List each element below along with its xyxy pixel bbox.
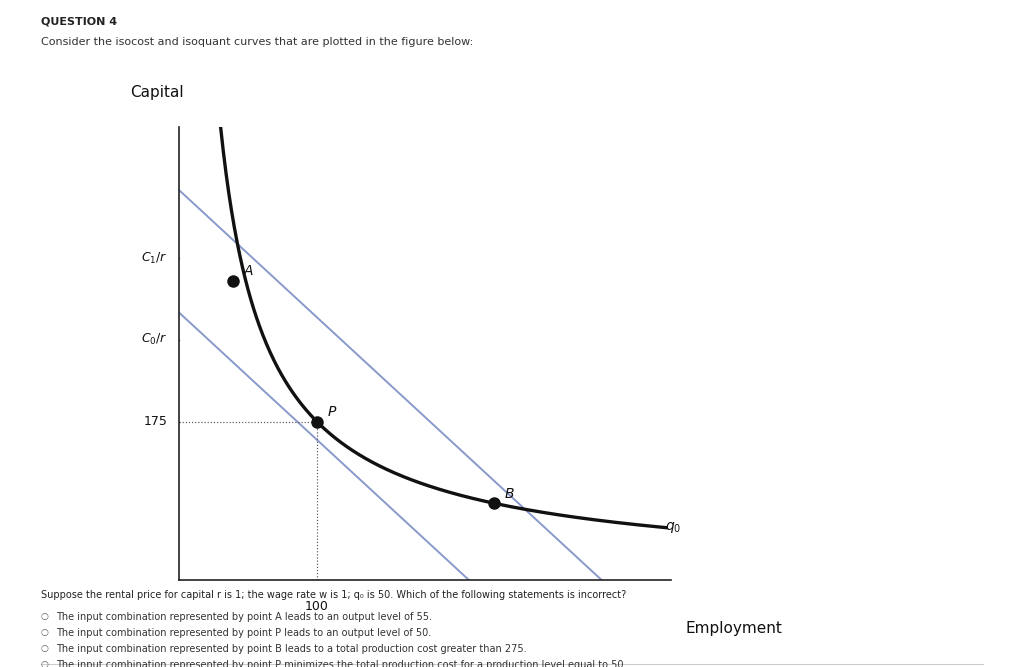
Text: $C_0/r$: $C_0/r$ xyxy=(140,332,167,348)
Text: Capital: Capital xyxy=(130,85,183,99)
Text: Employment: Employment xyxy=(685,621,782,636)
Text: Suppose the rental price for capital r is 1; the wage rate w is 1; q₀ is 50. Whi: Suppose the rental price for capital r i… xyxy=(41,590,627,600)
Text: ○: ○ xyxy=(41,612,49,621)
Text: 100: 100 xyxy=(305,600,329,613)
Text: The input combination represented by point P leads to an output level of 50.: The input combination represented by poi… xyxy=(56,628,431,638)
Text: 175: 175 xyxy=(143,415,167,428)
Text: The input combination represented by point B leads to a total production cost gr: The input combination represented by poi… xyxy=(56,644,527,654)
Text: $A$: $A$ xyxy=(243,265,254,279)
Text: $P$: $P$ xyxy=(327,405,337,419)
Text: The input combination represented by point A leads to an output level of 55.: The input combination represented by poi… xyxy=(56,612,432,622)
Text: $B$: $B$ xyxy=(504,487,514,501)
Text: ○: ○ xyxy=(41,644,49,653)
Text: Consider the isocost and isoquant curves that are plotted in the figure below:: Consider the isocost and isoquant curves… xyxy=(41,37,473,47)
Text: $C_1/r$: $C_1/r$ xyxy=(140,251,167,266)
Text: QUESTION 4: QUESTION 4 xyxy=(41,17,117,27)
Text: The input combination represented by point P minimizes the total production cost: The input combination represented by poi… xyxy=(56,660,627,667)
Text: ○: ○ xyxy=(41,660,49,667)
Text: ○: ○ xyxy=(41,628,49,637)
Text: $q_0$: $q_0$ xyxy=(665,520,681,535)
